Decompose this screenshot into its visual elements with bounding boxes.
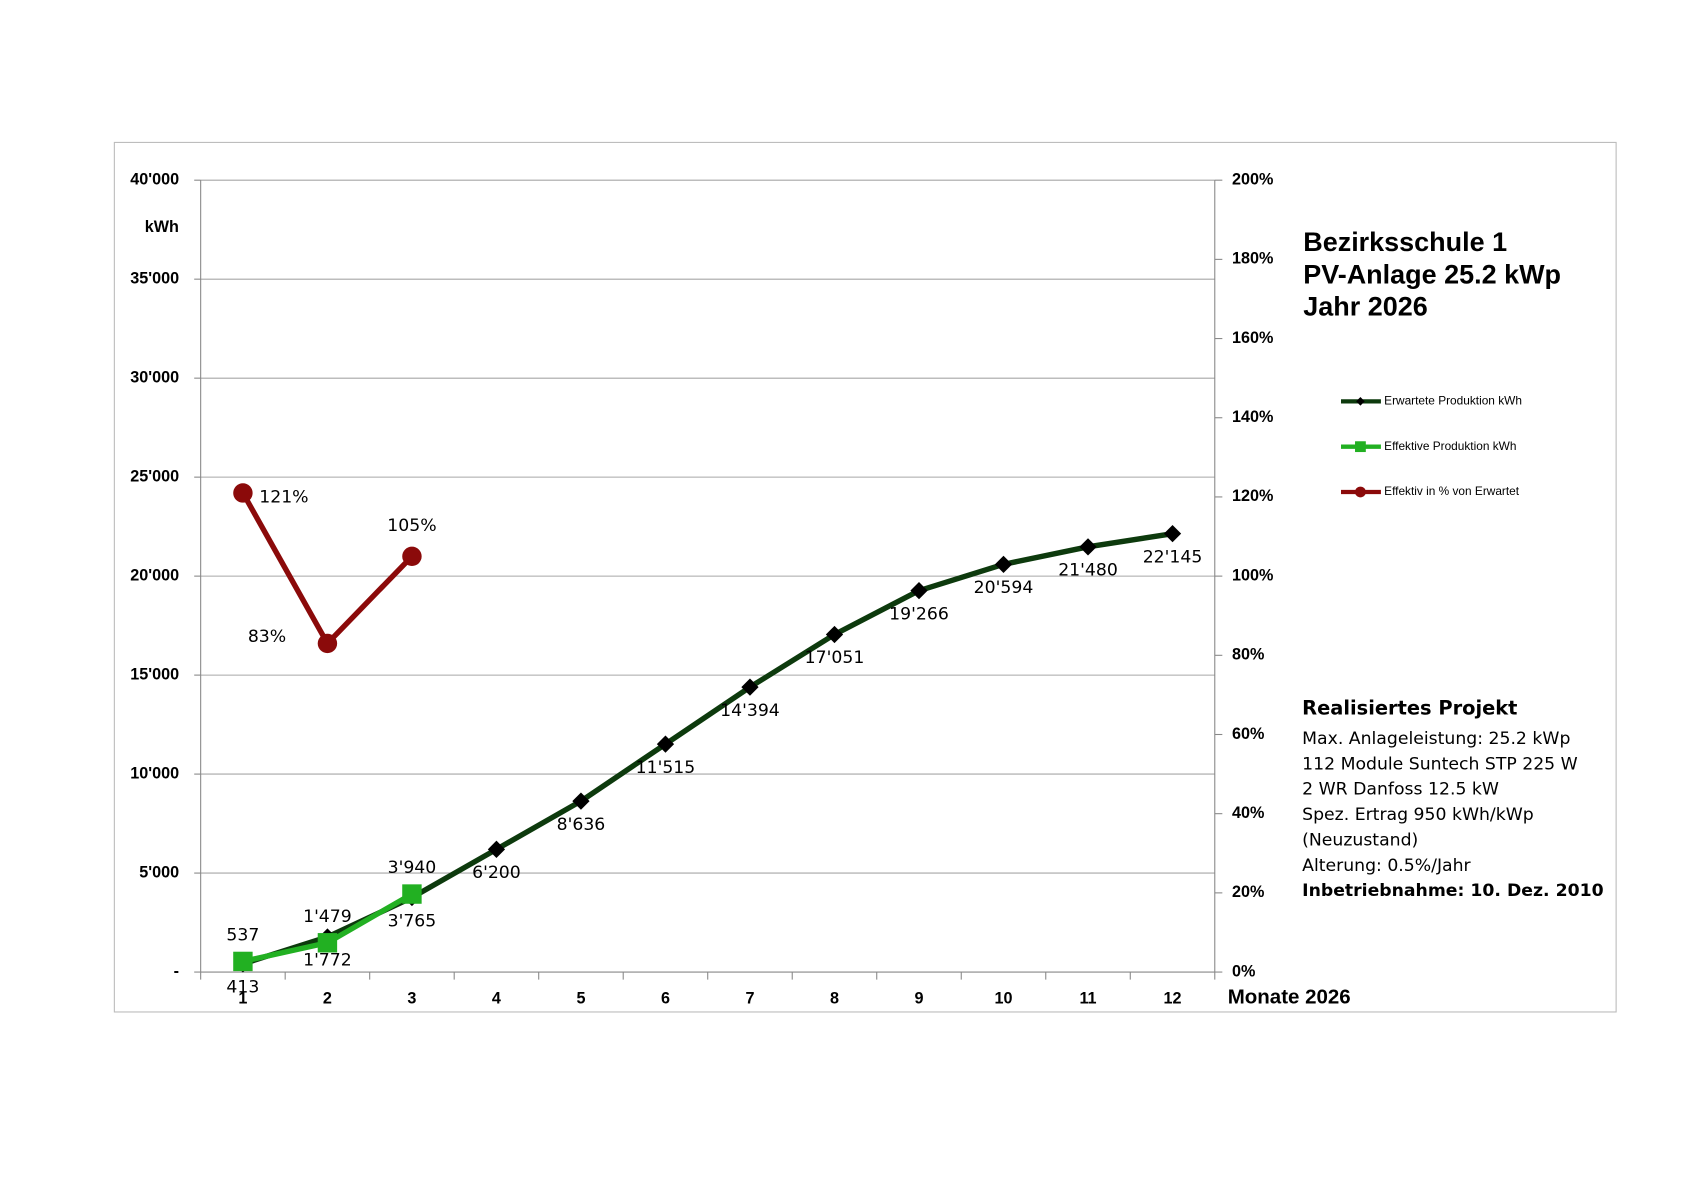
x-axis-label: Monate 2026 — [1228, 985, 1351, 1008]
info-line: 2 WR Danfoss 12.5 kW — [1302, 780, 1499, 800]
y-tick-label: 35'000 — [130, 269, 179, 287]
x-tick-label: 1 — [238, 989, 247, 1007]
legend-marker — [1355, 486, 1366, 498]
value-label: 105% — [387, 516, 436, 536]
y2-tick-label: 200% — [1232, 170, 1273, 188]
y-tick-label: 5'000 — [139, 863, 179, 881]
x-tick-label: 12 — [1164, 989, 1182, 1007]
info-footer: Inbetriebnahme: 10. Dez. 2010 — [1302, 881, 1603, 901]
y2-tick-label: 180% — [1232, 250, 1273, 268]
y2-tick-label: 60% — [1232, 725, 1264, 743]
point — [656, 735, 675, 753]
chart-title: PV-Anlage 25.2 kWp — [1303, 259, 1561, 289]
info-line: Spez. Ertrag 950 kWh/kWp — [1302, 805, 1534, 825]
legend-label: Effektive Produktion kWh — [1384, 439, 1516, 453]
value-label: 1'479 — [303, 907, 352, 927]
value-label: 83% — [248, 627, 286, 647]
y-tick-label: 25'000 — [130, 467, 179, 485]
y-tick-label: 20'000 — [130, 566, 179, 584]
value-label: 21'480 — [1058, 561, 1118, 581]
x-tick-label: 9 — [914, 989, 923, 1007]
info-line: (Neuzustand) — [1302, 830, 1418, 850]
point — [1163, 525, 1182, 543]
y2-tick-label: 40% — [1232, 804, 1264, 822]
info-line: Alterung: 0.5%/Jahr — [1302, 856, 1471, 876]
point — [487, 840, 506, 858]
value-label: 413 — [226, 978, 259, 998]
value-label: 1'772 — [303, 951, 352, 971]
legend-label: Erwartete Produktion kWh — [1384, 393, 1522, 407]
chart-title: Bezirksschule 1 — [1303, 227, 1507, 257]
info-heading: Realisiertes Projekt — [1302, 696, 1517, 719]
point — [825, 625, 844, 644]
info-line: Max. Anlageleistung: 25.2 kWp — [1302, 729, 1570, 749]
x-tick-label: 2 — [323, 989, 332, 1007]
legend-marker — [1356, 397, 1365, 406]
point — [233, 951, 253, 972]
y2-tick-label: 80% — [1232, 646, 1264, 664]
x-tick-label: 8 — [830, 989, 839, 1007]
point — [994, 555, 1013, 573]
series-line — [242, 530, 1173, 967]
value-label: 14'394 — [720, 701, 780, 721]
y-tick-label: - — [174, 962, 179, 980]
y2-tick-label: 100% — [1232, 566, 1273, 584]
value-label: 3'940 — [388, 858, 437, 878]
y-tick-label: 15'000 — [130, 665, 179, 683]
x-tick-label: 11 — [1079, 989, 1096, 1007]
point — [910, 582, 928, 600]
chart-frame — [113, 141, 1617, 1013]
y-tick-label: 40'000 — [130, 170, 179, 188]
y2-tick-label: 120% — [1232, 487, 1273, 505]
value-label: 11'515 — [636, 758, 696, 778]
x-tick-label: 6 — [661, 989, 670, 1007]
chart-title: Jahr 2026 — [1303, 292, 1427, 322]
point — [233, 483, 253, 503]
value-label: 6'200 — [472, 863, 521, 883]
value-label: 22'145 — [1143, 547, 1203, 567]
legend-marker — [1355, 441, 1366, 453]
point — [1079, 538, 1097, 556]
y-axis-label: kWh — [145, 218, 179, 236]
legend-label: Effektiv in % von Erwartet — [1384, 484, 1520, 498]
y-tick-label: 30'000 — [130, 368, 179, 386]
x-tick-label: 7 — [745, 989, 754, 1007]
x-tick-label: 5 — [576, 989, 585, 1007]
info-line: 112 Module Suntech STP 225 W — [1302, 754, 1578, 774]
x-tick-label: 10 — [995, 989, 1013, 1007]
value-label: 17'051 — [805, 648, 865, 668]
value-label: 3'765 — [388, 911, 437, 931]
point — [402, 884, 422, 904]
value-label: 19'266 — [889, 604, 949, 624]
point — [317, 933, 338, 953]
point — [317, 633, 338, 654]
x-tick-label: 4 — [492, 989, 501, 1007]
value-label: 8'636 — [557, 815, 606, 835]
y2-tick-label: 160% — [1232, 329, 1273, 347]
y2-tick-label: 20% — [1232, 883, 1264, 901]
y2-tick-label: 0% — [1232, 962, 1255, 980]
y2-tick-label: 140% — [1232, 408, 1273, 426]
point — [402, 546, 422, 567]
value-label: 20'594 — [974, 578, 1034, 598]
value-label: 537 — [226, 926, 259, 946]
point — [572, 792, 590, 810]
y-tick-label: 10'000 — [130, 764, 179, 782]
value-label: 121% — [259, 487, 308, 507]
x-tick-label: 3 — [407, 989, 416, 1007]
